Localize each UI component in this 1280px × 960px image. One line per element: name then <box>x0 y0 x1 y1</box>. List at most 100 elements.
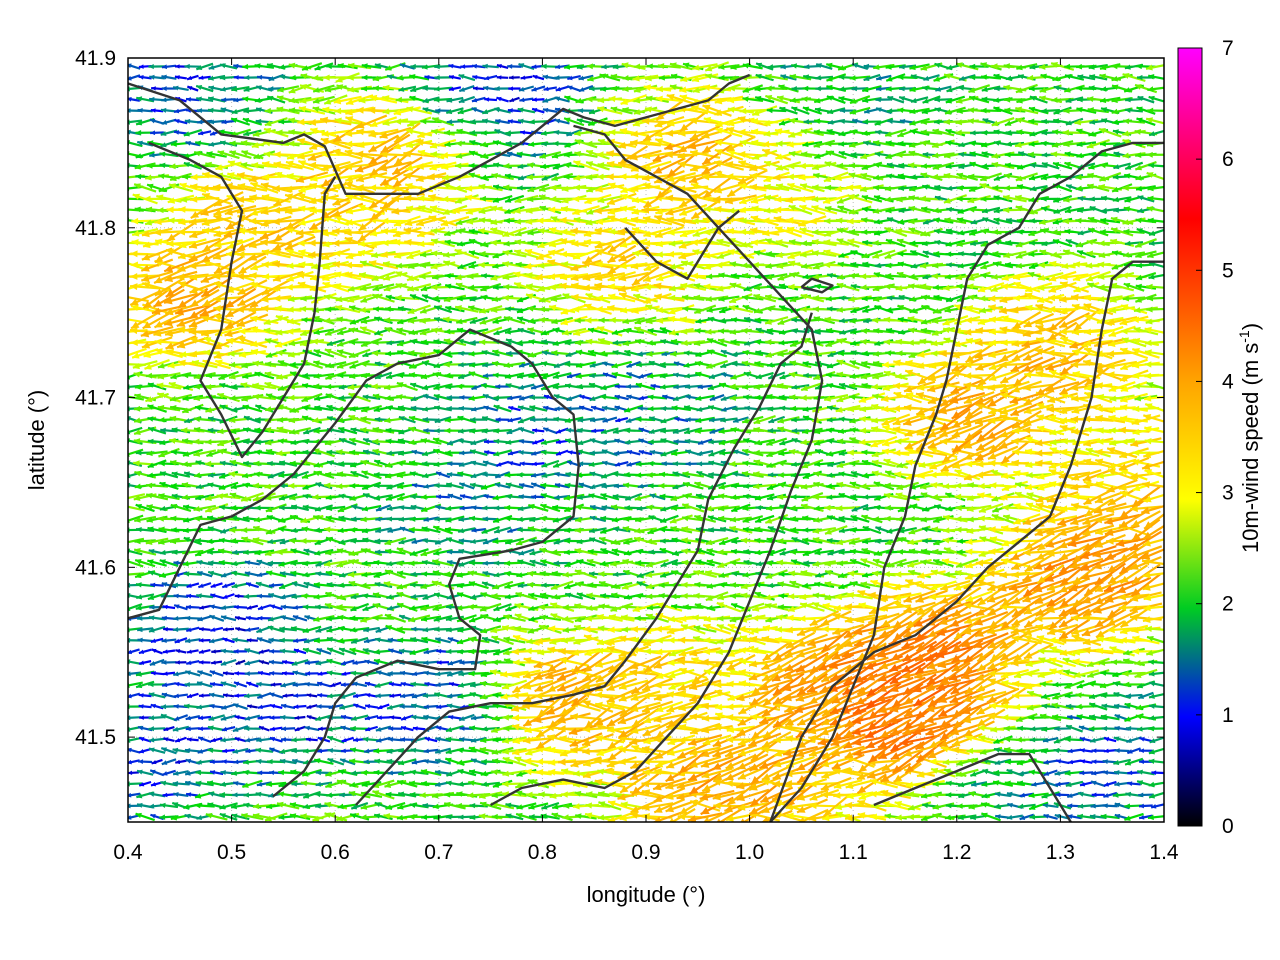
wind-vector <box>138 704 152 709</box>
wind-vector <box>1142 616 1164 624</box>
wind-vector <box>809 780 840 788</box>
wind-vector <box>1031 781 1047 787</box>
wind-vector <box>161 769 176 776</box>
wind-vector <box>1114 781 1130 787</box>
wind-vector <box>244 648 261 655</box>
wind-vector <box>1145 625 1164 632</box>
wind-vector <box>138 780 152 787</box>
wind-vector <box>845 779 875 790</box>
wind-vector <box>516 768 537 777</box>
wind-vector <box>434 769 452 775</box>
wind-vector <box>159 802 179 809</box>
wind-vector <box>930 767 956 778</box>
wind-vector <box>162 604 176 610</box>
wind-vector <box>220 615 237 622</box>
wind-vector <box>185 715 201 721</box>
wind-vector <box>210 660 223 665</box>
wind-vector <box>269 703 283 710</box>
wind-vector <box>501 780 527 788</box>
wind-vector <box>186 649 199 654</box>
wind-vector <box>257 670 271 676</box>
wind-vector <box>585 802 611 809</box>
wind-vector <box>749 782 780 808</box>
wind-vector <box>1006 814 1024 820</box>
wind-vector <box>495 460 510 467</box>
wind-vector <box>173 792 189 798</box>
wind-vector <box>1055 792 1070 798</box>
wind-vector <box>329 681 342 688</box>
wind-vector <box>282 693 294 698</box>
wind-vector <box>1028 792 1049 799</box>
wind-vector <box>1028 801 1049 811</box>
wind-vector <box>607 800 636 812</box>
wind-vector <box>1090 780 1106 788</box>
wind-vector <box>258 660 270 665</box>
wind-vector <box>138 648 152 655</box>
wind-vector <box>220 658 237 666</box>
wind-vector <box>1079 781 1093 787</box>
wind-vector <box>478 791 503 799</box>
wind-vector <box>306 704 318 710</box>
wind-vector <box>641 802 674 811</box>
wind-vector <box>148 791 166 798</box>
wind-vector <box>1017 803 1036 809</box>
wind-vector <box>292 670 308 677</box>
wind-vector <box>340 659 355 666</box>
wind-vector <box>364 725 378 732</box>
wind-vector <box>516 802 537 810</box>
wind-vector <box>507 461 522 467</box>
wind-vector <box>687 812 723 822</box>
wind-vector <box>982 769 1000 777</box>
wind-vector <box>281 671 295 676</box>
wind-vector <box>351 681 368 688</box>
wind-vector <box>185 660 200 666</box>
wind-vector <box>777 271 800 281</box>
wind-vector <box>280 703 296 710</box>
wind-vector <box>175 649 187 654</box>
wind-vector <box>724 799 758 813</box>
wind-vector <box>1124 812 1144 821</box>
wind-vector <box>833 792 863 799</box>
wind-vector <box>957 780 977 788</box>
wind-vector <box>614 461 629 467</box>
wind-vector <box>844 801 876 809</box>
wind-vector <box>1145 648 1164 656</box>
wind-vector <box>279 714 297 720</box>
wind-vector <box>234 715 247 720</box>
wind-vector <box>759 786 794 804</box>
wind-vector <box>1060 305 1089 315</box>
wind-vector <box>505 813 524 821</box>
wind-vector <box>737 765 768 781</box>
wind-vector <box>244 671 261 676</box>
wind-vector <box>173 593 189 599</box>
wind-vector <box>185 792 200 797</box>
wind-vector <box>548 768 577 776</box>
wind-vector <box>1054 770 1071 776</box>
wind-vector <box>219 802 238 810</box>
wind-vector <box>678 796 708 816</box>
wind-vector <box>994 791 1012 798</box>
wind-vector <box>435 682 451 688</box>
wind-vector <box>1143 449 1164 459</box>
wind-vector <box>598 801 622 811</box>
wind-vector <box>293 693 307 698</box>
wind-vector <box>808 813 841 822</box>
wind-vector <box>269 670 284 676</box>
wind-vector <box>257 770 272 776</box>
wind-vector <box>689 799 721 812</box>
wind-vector <box>1079 759 1093 764</box>
wind-vector <box>195 780 214 787</box>
wind-vector <box>337 803 358 810</box>
wind-vector <box>361 781 382 788</box>
wind-vector <box>304 725 320 732</box>
wind-vector <box>1103 791 1118 798</box>
wind-vector <box>903 404 936 412</box>
wind-vector <box>1055 781 1070 787</box>
wind-vector <box>301 768 322 777</box>
wind-vector <box>1041 791 1060 799</box>
wind-vector <box>869 790 898 798</box>
wind-vector <box>1029 814 1048 820</box>
wind-vector <box>252 803 276 810</box>
wind-vector <box>148 737 166 743</box>
